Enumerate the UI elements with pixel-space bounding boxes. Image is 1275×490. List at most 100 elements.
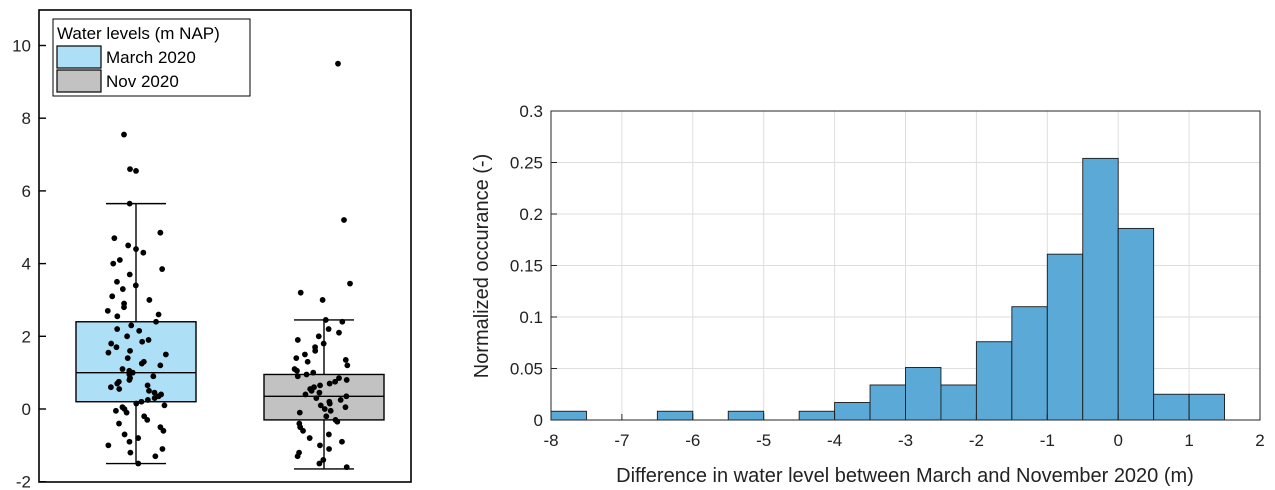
histogram-bar <box>1046 253 1084 421</box>
data-point <box>153 318 159 325</box>
data-point <box>160 427 167 434</box>
data-point <box>317 442 323 449</box>
boxplot-panel: -2 0 2 4 6 8 10 Water levels (m NAP) March 202… <box>12 9 412 490</box>
histogram-bar <box>656 410 694 421</box>
data-point <box>146 297 153 303</box>
y-tick-label: 0 <box>22 400 31 419</box>
y-tick-label: 8 <box>22 109 31 128</box>
data-point <box>316 460 323 467</box>
y-tick-label: 0.05 <box>510 360 543 379</box>
histogram-bar <box>550 410 587 421</box>
data-point <box>116 420 122 427</box>
data-point <box>114 313 121 320</box>
histogram-panel: -8 -7 -6 -5 -4 -3 -2 -1 0 1 2 00.050.10.150.20.250… <box>471 102 1265 487</box>
legend: Water levels (m NAP) March 2020 Nov 2020 <box>52 18 251 97</box>
data-point <box>310 369 317 376</box>
data-point <box>121 431 128 438</box>
x-tick-label: -3 <box>898 431 913 450</box>
data-point <box>126 377 133 383</box>
boxplot-frame <box>38 9 412 483</box>
legend-label-nov: Nov 2020 <box>106 72 179 91</box>
data-point <box>113 407 119 414</box>
data-point <box>125 242 132 249</box>
histogram-x-axis: -8 -7 -6 -5 -4 -3 -2 -1 0 1 2 <box>543 414 1265 450</box>
box-iqr <box>263 373 385 421</box>
data-point <box>108 340 115 347</box>
x-tick-label: -8 <box>543 431 558 450</box>
data-point <box>322 317 329 323</box>
box-iqr <box>75 321 197 403</box>
data-point <box>124 355 131 362</box>
data-point <box>124 333 131 340</box>
data-point <box>119 366 126 372</box>
data-point <box>138 398 145 405</box>
data-point <box>126 200 133 207</box>
data-point <box>343 393 350 400</box>
data-point <box>317 402 324 409</box>
data-point <box>114 326 121 332</box>
legend-swatch-march <box>56 45 102 69</box>
data-point <box>320 456 327 463</box>
data-point <box>109 293 116 300</box>
x-tick-label: 2 <box>1255 431 1264 450</box>
data-point <box>151 389 158 396</box>
data-point <box>133 246 139 252</box>
data-point <box>132 282 139 289</box>
data-point <box>104 307 111 314</box>
data-point <box>326 446 332 452</box>
data-point <box>150 373 157 380</box>
legend-title: Water levels (m NAP) <box>57 24 220 43</box>
data-point <box>326 400 333 407</box>
data-point <box>111 235 118 242</box>
x-tick-label: -6 <box>685 431 700 450</box>
x-tick-label: -2 <box>969 431 984 450</box>
data-point <box>108 384 114 391</box>
histogram-bar <box>975 341 1013 421</box>
data-point <box>157 229 164 236</box>
data-point <box>303 371 310 378</box>
y-tick-label: 0.2 <box>519 205 543 224</box>
data-point <box>144 397 151 403</box>
data-point <box>341 217 347 223</box>
data-point <box>337 397 344 403</box>
data-point <box>294 367 300 374</box>
histogram-bar <box>940 384 977 421</box>
data-point <box>162 351 169 358</box>
data-point <box>343 464 350 471</box>
data-point <box>119 286 126 292</box>
x-tick-label: -4 <box>827 431 842 450</box>
data-point <box>133 400 140 407</box>
y-tick-label: 0.25 <box>510 154 543 173</box>
data-point <box>297 289 304 296</box>
data-point <box>327 407 334 414</box>
data-point <box>127 449 134 456</box>
data-point <box>343 377 350 383</box>
data-point <box>105 442 112 449</box>
data-point <box>116 257 123 263</box>
y-tick-label: 10 <box>12 37 31 56</box>
histogram-bars <box>550 157 1225 421</box>
data-point <box>316 389 323 396</box>
data-point <box>144 382 151 389</box>
x-tick-label: -1 <box>1040 431 1055 450</box>
data-point <box>320 340 327 347</box>
x-axis-label: Difference in water level between March … <box>616 465 1194 487</box>
data-point <box>326 380 333 387</box>
box-nov-2020 <box>263 60 385 471</box>
data-point <box>114 380 121 387</box>
y-tick-label: -2 <box>16 473 31 490</box>
data-point <box>152 453 159 460</box>
x-tick-label: -7 <box>614 431 629 450</box>
data-point <box>335 60 341 67</box>
data-point <box>138 360 145 367</box>
boxplot-y-axis: -2 0 2 4 6 8 10 <box>12 37 46 490</box>
data-point <box>139 338 146 345</box>
x-tick-label: 1 <box>1184 431 1193 450</box>
boxplot-series <box>75 60 385 471</box>
histogram-bar <box>1011 306 1048 421</box>
histogram-y-axis: 0 0.05 0.1 0.15 0.2 0.25 0.3 <box>510 102 557 430</box>
histogram-bar <box>727 410 765 421</box>
data-point <box>317 382 323 389</box>
data-point <box>126 271 133 278</box>
data-point <box>294 453 301 460</box>
